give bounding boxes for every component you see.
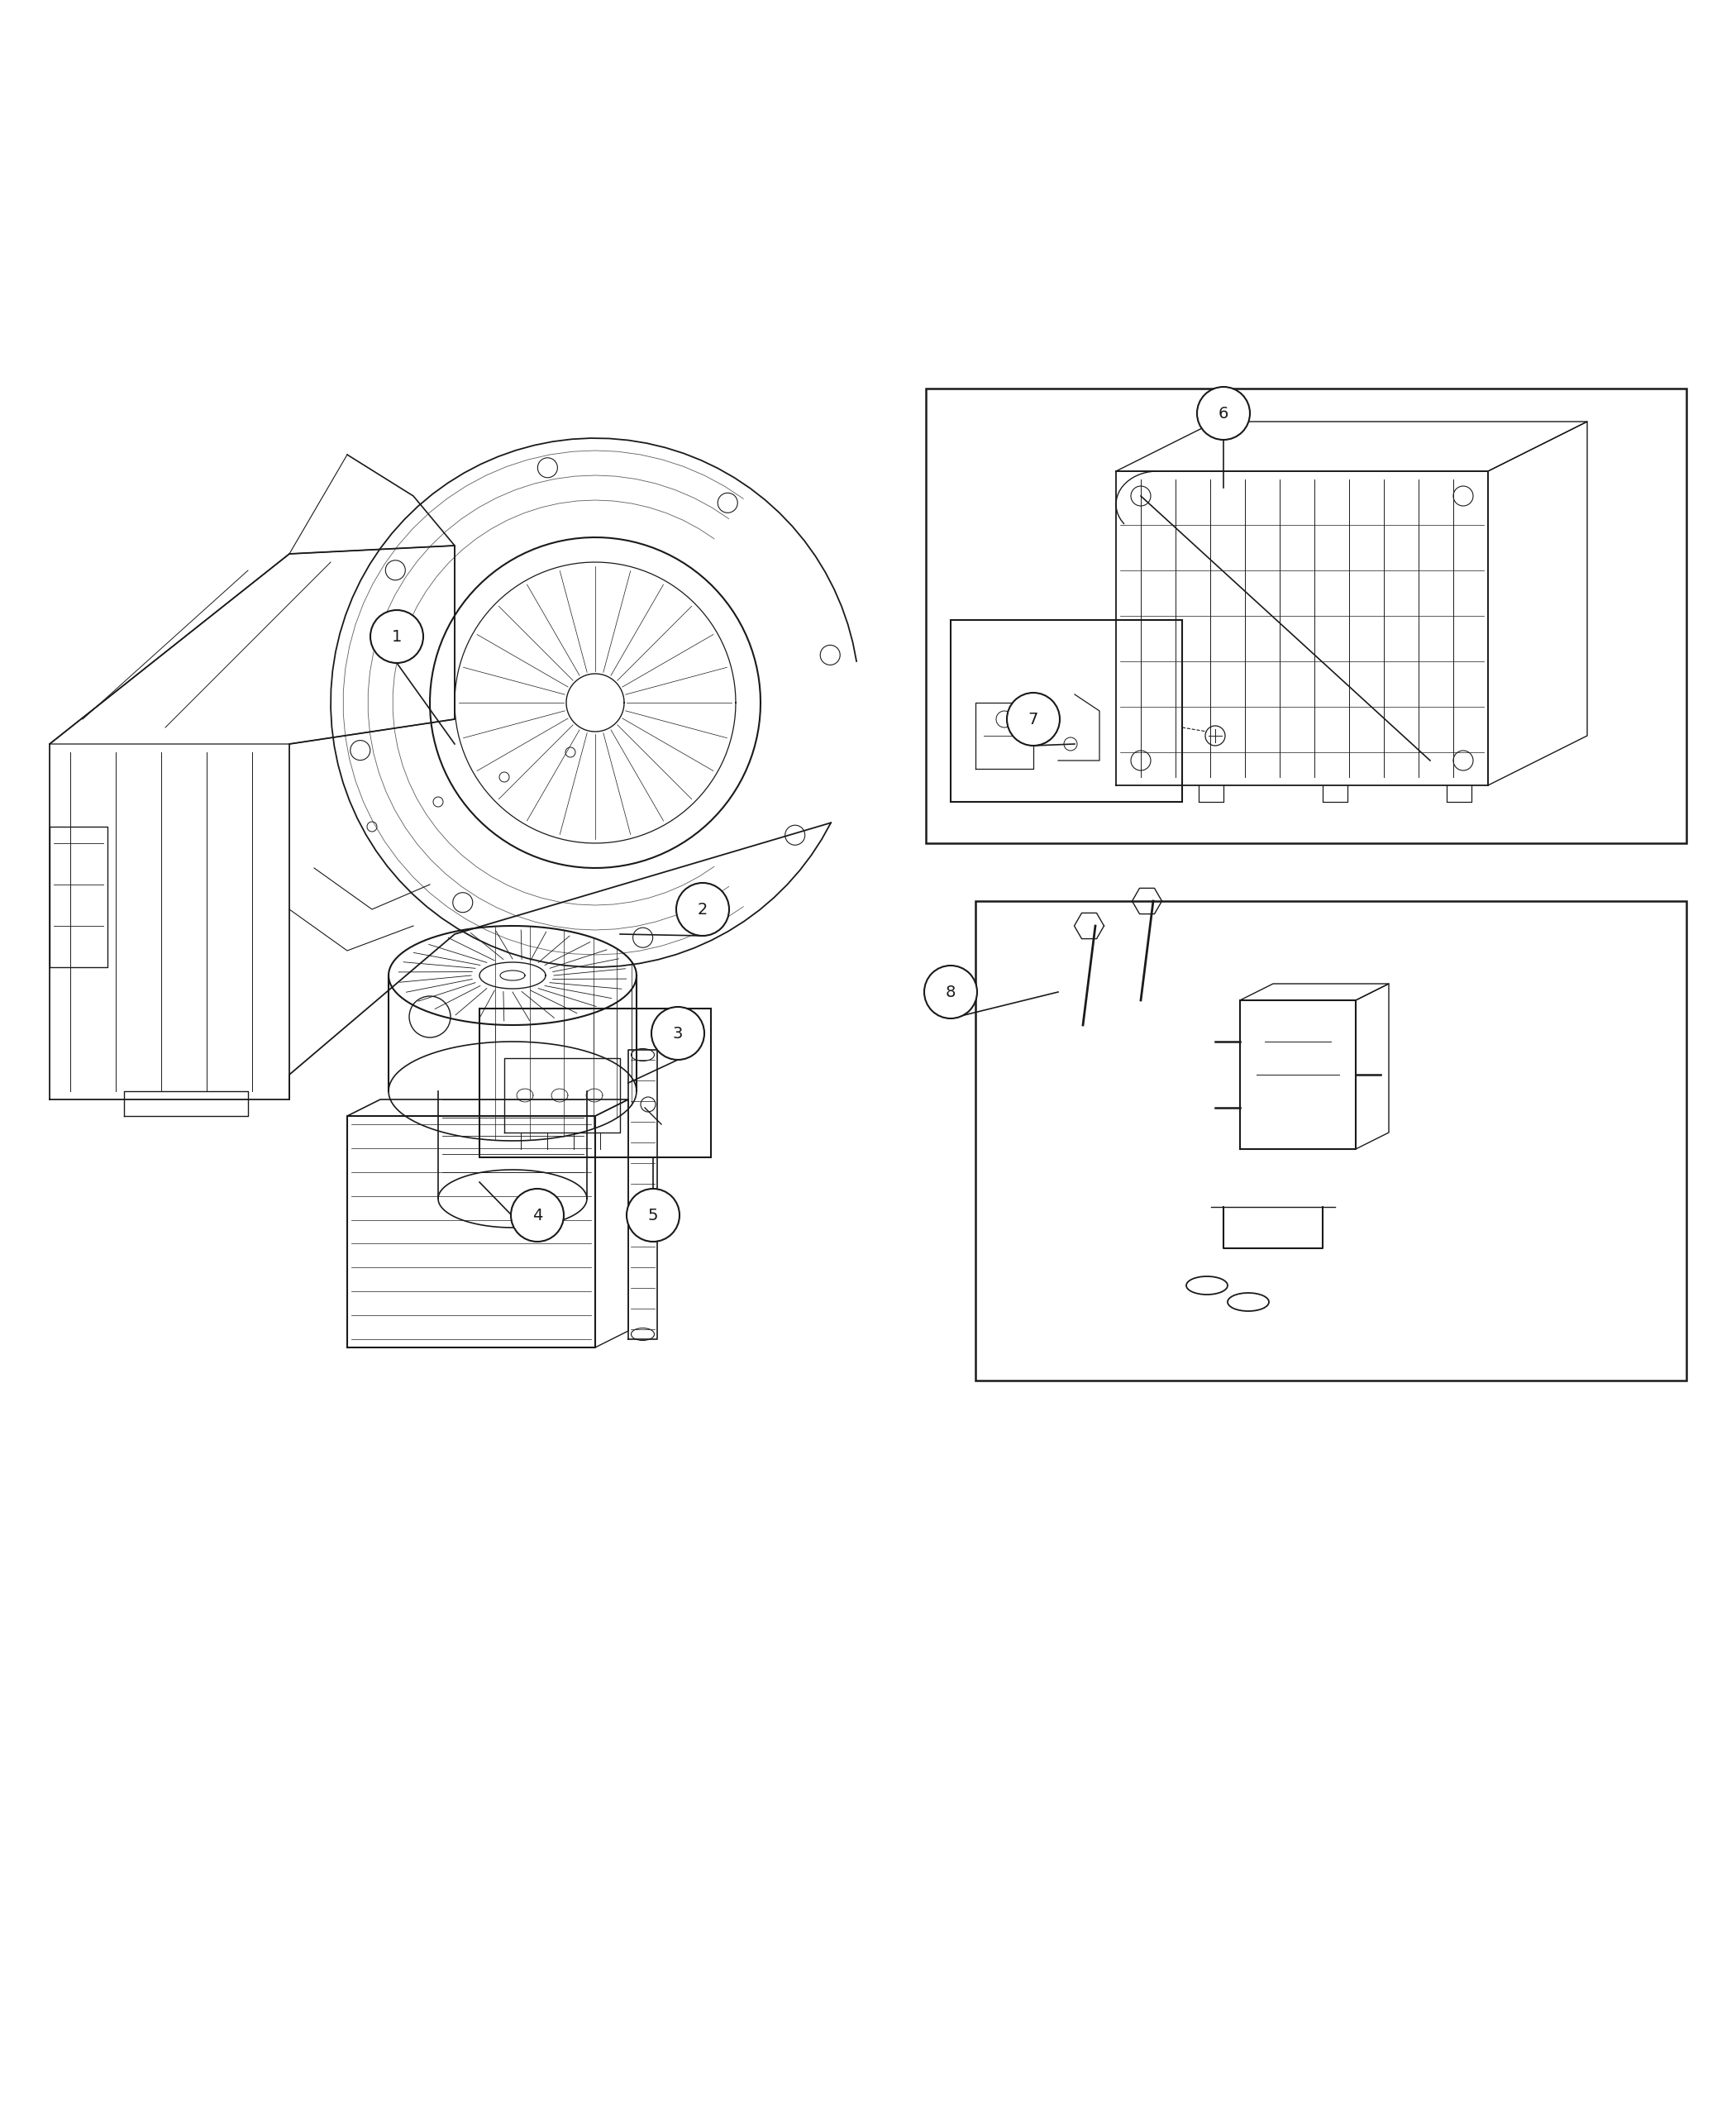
Circle shape — [651, 1008, 705, 1060]
Text: 1: 1 — [392, 628, 403, 645]
Bar — [976, 900, 1686, 1381]
Text: 5: 5 — [648, 1208, 658, 1223]
Text: 6: 6 — [1219, 405, 1229, 422]
Circle shape — [510, 1189, 564, 1242]
Circle shape — [677, 883, 729, 936]
Text: 8: 8 — [946, 984, 957, 999]
Text: 4: 4 — [533, 1208, 542, 1223]
Bar — [925, 388, 1686, 843]
Circle shape — [924, 965, 977, 1018]
Text: 7: 7 — [1028, 710, 1038, 727]
Circle shape — [370, 609, 424, 664]
Text: 3: 3 — [674, 1024, 682, 1041]
Circle shape — [627, 1189, 679, 1242]
Circle shape — [1198, 388, 1250, 441]
Circle shape — [1007, 694, 1059, 746]
Text: 2: 2 — [698, 902, 708, 917]
Bar — [479, 1008, 712, 1157]
Bar — [951, 620, 1182, 801]
